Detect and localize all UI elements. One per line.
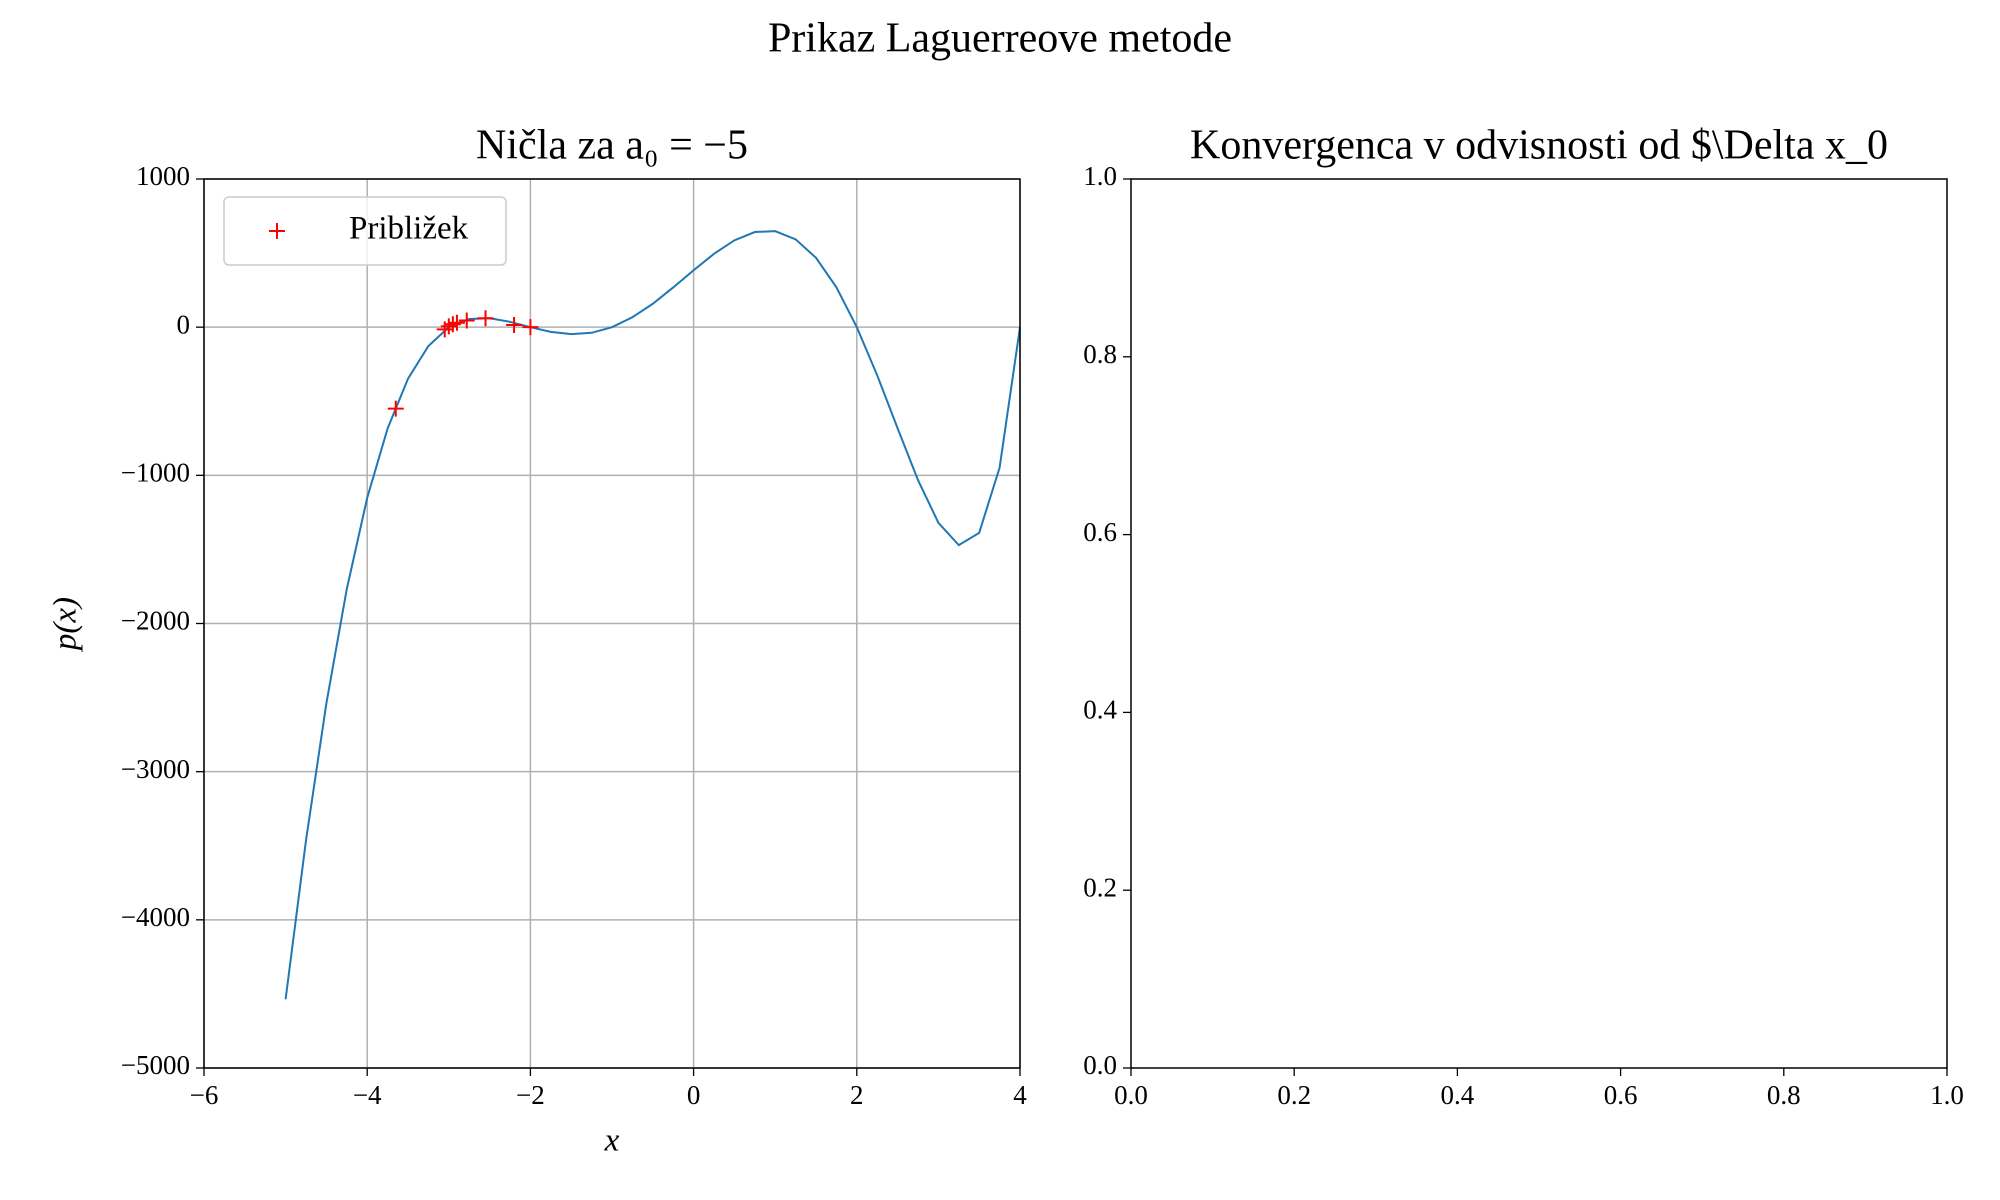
approx-point bbox=[387, 400, 404, 417]
approx-point bbox=[444, 316, 461, 333]
y-tick-label: 0 bbox=[177, 309, 191, 339]
approx-point bbox=[477, 310, 494, 327]
x-tick-label: 0.4 bbox=[1441, 1080, 1475, 1110]
x-tick-label: 0 bbox=[687, 1080, 701, 1110]
y-tick-label: 0.0 bbox=[1083, 1050, 1117, 1080]
axes-title: Ničla za a₀ = −5 bbox=[476, 123, 748, 169]
x-tick-label: −6 bbox=[190, 1080, 219, 1110]
x-tick-label: 0.8 bbox=[1767, 1080, 1801, 1110]
x-axis-label: x bbox=[604, 1123, 620, 1159]
y-tick-label: −4000 bbox=[121, 902, 190, 932]
approx-point bbox=[440, 318, 457, 335]
axes-frame bbox=[203, 178, 1021, 1069]
y-tick-label: −1000 bbox=[121, 458, 190, 488]
axes-title: Konvergenca v odvisnosti od $\Delta x_0 bbox=[1190, 123, 1888, 169]
x-tick-label: 0.2 bbox=[1277, 1080, 1311, 1110]
approx-point bbox=[436, 321, 453, 338]
y-tick-label: 0.8 bbox=[1083, 339, 1117, 369]
y-tick-label: −3000 bbox=[121, 754, 190, 784]
y-tick-label: 0.4 bbox=[1083, 695, 1117, 725]
axes-frame bbox=[1130, 178, 1948, 1069]
legend-label: Približek bbox=[349, 211, 469, 247]
y-tick-label: 0.6 bbox=[1083, 517, 1117, 547]
approx-point bbox=[458, 312, 475, 329]
x-tick-label: −4 bbox=[353, 1080, 382, 1110]
figure-title: Prikaz Laguerreove metode bbox=[768, 16, 1232, 62]
curve bbox=[284, 230, 1021, 1000]
y-tick-label: 1000 bbox=[136, 161, 190, 191]
x-tick-label: 4 bbox=[1013, 1080, 1027, 1110]
y-tick-label: −2000 bbox=[121, 606, 190, 636]
y-tick-label: −5000 bbox=[121, 1050, 190, 1080]
approx-point bbox=[506, 316, 523, 333]
y-axis-label: p(x) bbox=[48, 597, 84, 652]
legend-box bbox=[223, 196, 507, 266]
x-tick-label: 0.6 bbox=[1604, 1080, 1638, 1110]
legend-marker bbox=[269, 223, 285, 239]
x-tick-label: 0.0 bbox=[1114, 1080, 1148, 1110]
x-tick-label: 1.0 bbox=[1930, 1080, 1964, 1110]
y-tick-label: 0.2 bbox=[1083, 872, 1117, 902]
approx-point bbox=[522, 319, 539, 336]
x-tick-label: 2 bbox=[850, 1080, 864, 1110]
y-tick-label: 1.0 bbox=[1083, 161, 1117, 191]
x-tick-label: −2 bbox=[516, 1080, 545, 1110]
approx-point bbox=[448, 314, 465, 331]
